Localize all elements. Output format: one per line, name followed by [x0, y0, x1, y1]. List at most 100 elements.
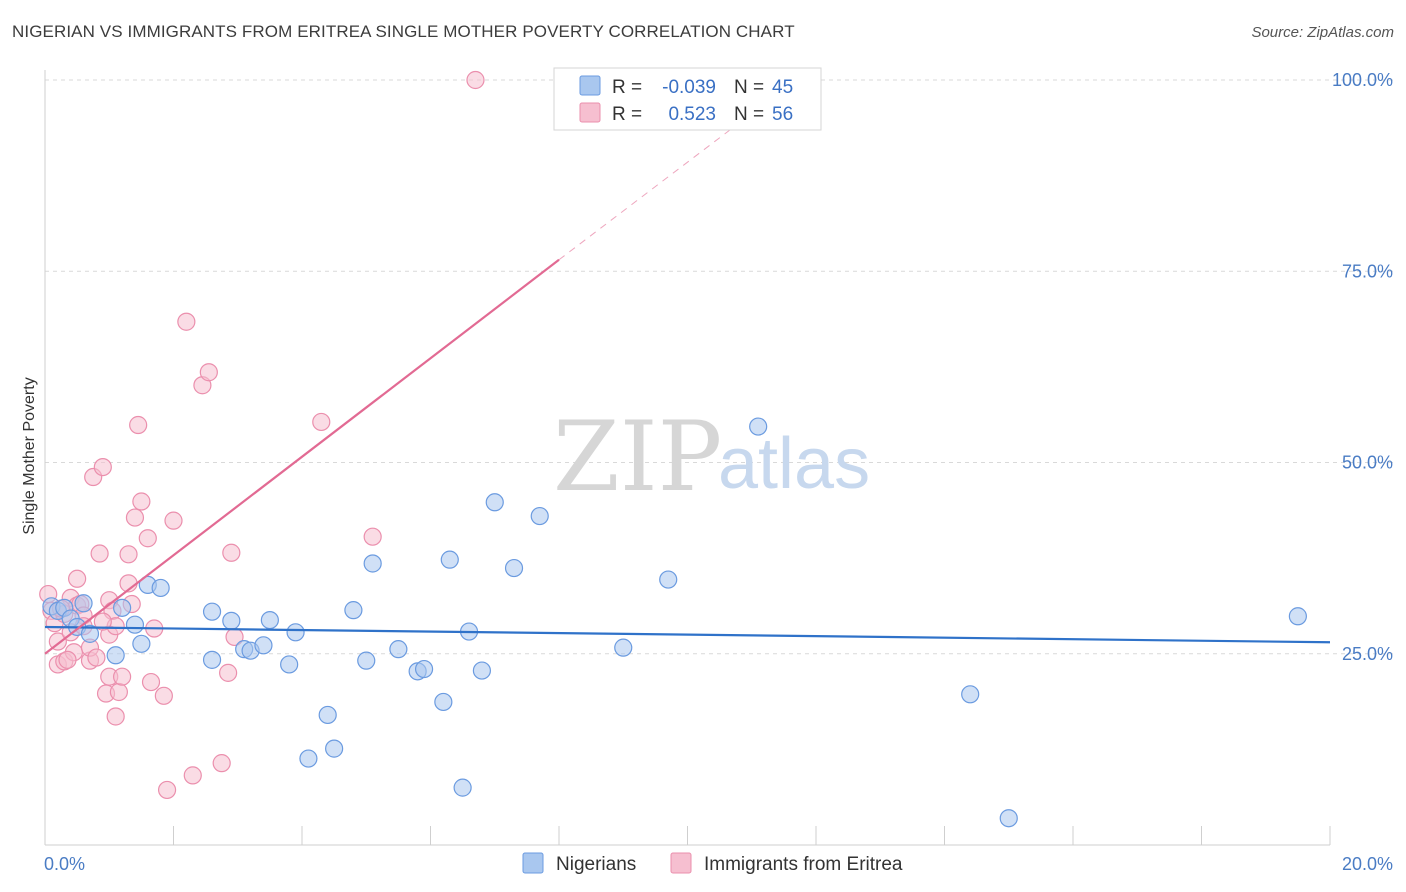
y-axis-label: Single Mother Poverty [21, 377, 38, 534]
eritrea-point [183, 766, 202, 785]
y-tick-label: 25.0% [1342, 644, 1393, 664]
legend-swatch-eritrea [579, 102, 601, 123]
nigerian-point [202, 650, 222, 669]
y-tick-label: 50.0% [1342, 453, 1393, 473]
nigerian-points [42, 417, 1307, 828]
legend-swatch-nigerians [579, 75, 601, 96]
eritrea-point [68, 569, 87, 588]
legend-n-label-2: N = [734, 104, 764, 125]
axes [44, 70, 1331, 846]
nigerian-point [222, 611, 241, 630]
nigerian-point [74, 594, 93, 613]
eritrea-point [109, 682, 128, 702]
nigerian-point [485, 493, 504, 512]
nigerian-point [325, 739, 344, 758]
nigerian-point [318, 705, 337, 725]
watermark-zip: ZIP [553, 401, 722, 513]
eritrea-point [48, 632, 67, 651]
eritrea-point [212, 754, 231, 773]
nigerian-point [344, 601, 363, 620]
x-tick-label: 0.0% [44, 854, 85, 874]
eritrea-point [154, 686, 173, 705]
nigerian-point [999, 809, 1018, 828]
nigerian-point [151, 578, 170, 598]
eritrea-point [222, 543, 241, 562]
bottom-swatch-nigerians [522, 852, 544, 874]
bottom-legend-nigerians: Nigerians [556, 854, 636, 875]
source-credit: Source: ZipAtlas.com [1251, 24, 1394, 41]
eritrea-trend-extension [558, 117, 746, 261]
nigerian-point [132, 634, 151, 653]
trend-lines [44, 117, 1331, 655]
eritrea-point [132, 492, 151, 511]
nigerian-point [504, 558, 524, 578]
bottom-swatch-eritrea [670, 852, 692, 874]
nigerian-point [1288, 607, 1307, 626]
legend-r-value-1: -0.039 [662, 77, 716, 98]
nigerian-point [440, 550, 459, 569]
legend-n-label-1: N = [734, 77, 764, 98]
nigerian-point [112, 598, 132, 617]
nigerian-point [299, 749, 318, 768]
eritrea-points [39, 70, 485, 800]
legend-r-label-1: R = [612, 77, 642, 98]
nigerian-point [80, 624, 100, 643]
legend-r-value-2: 0.523 [668, 104, 716, 125]
watermark-atlas: atlas [718, 424, 870, 504]
nigerian-point [472, 661, 491, 680]
nigerian-trend-line [44, 625, 1331, 644]
eritrea-point [87, 648, 106, 667]
nigerian-point [280, 655, 299, 674]
eritrea-point [112, 667, 132, 686]
eritrea-point [125, 508, 145, 527]
grid-lines [45, 79, 1395, 655]
legend-n-value-2: 56 [772, 104, 793, 125]
eritrea-point [466, 70, 485, 90]
eritrea-point [93, 612, 112, 631]
correlation-legend: R = -0.039 N = 45 R = 0.523 N = 56 [553, 67, 822, 131]
nigerian-point [614, 638, 633, 657]
nigerian-point [125, 615, 145, 634]
x-tick-label: 20.0% [1342, 854, 1393, 874]
y-tick-labels: 25.0% 50.0% 75.0% 100.0% [1332, 70, 1393, 664]
eritrea-point [141, 672, 161, 692]
legend-r-label-2: R = [612, 104, 642, 125]
chart-title: NIGERIAN VS IMMIGRANTS FROM ERITREA SING… [12, 22, 795, 41]
y-tick-label: 75.0% [1342, 261, 1393, 281]
bottom-legend-eritrea: Immigrants from Eritrea [704, 854, 903, 875]
eritrea-point [199, 363, 218, 382]
y-tick-label: 100.0% [1332, 70, 1393, 90]
watermark: ZIP atlas [553, 401, 870, 513]
nigerian-point [414, 659, 434, 679]
eritrea-point [177, 312, 196, 331]
series-legend: Nigerians Immigrants from Eritrea [522, 852, 903, 875]
eritrea-point [93, 457, 112, 477]
nigerian-point [749, 417, 768, 436]
nigerian-point [260, 610, 279, 630]
nigerian-point [363, 554, 382, 573]
eritrea-point [119, 545, 138, 564]
eritrea-point [164, 511, 183, 530]
x-tick-labels: 0.0% 20.0% [44, 854, 1393, 874]
eritrea-point [106, 707, 125, 726]
nigerian-point [434, 692, 453, 712]
nigerian-point [202, 602, 222, 621]
nigerian-point [659, 570, 678, 589]
eritrea-point [219, 663, 238, 682]
nigerian-point [357, 651, 376, 670]
eritrea-point [129, 415, 148, 435]
eritrea-point [363, 527, 382, 546]
nigerian-point [254, 636, 273, 655]
eritrea-point [90, 544, 109, 563]
nigerian-point [530, 506, 549, 526]
nigerian-point [389, 640, 408, 659]
nigerian-point [453, 778, 472, 797]
nigerian-point [286, 623, 305, 642]
nigerian-point [961, 685, 980, 704]
eritrea-trend-line [44, 258, 560, 655]
nigerian-point [106, 646, 125, 665]
eritrea-point [138, 529, 157, 548]
eritrea-point [157, 780, 177, 800]
legend-n-value-1: 45 [772, 77, 793, 98]
